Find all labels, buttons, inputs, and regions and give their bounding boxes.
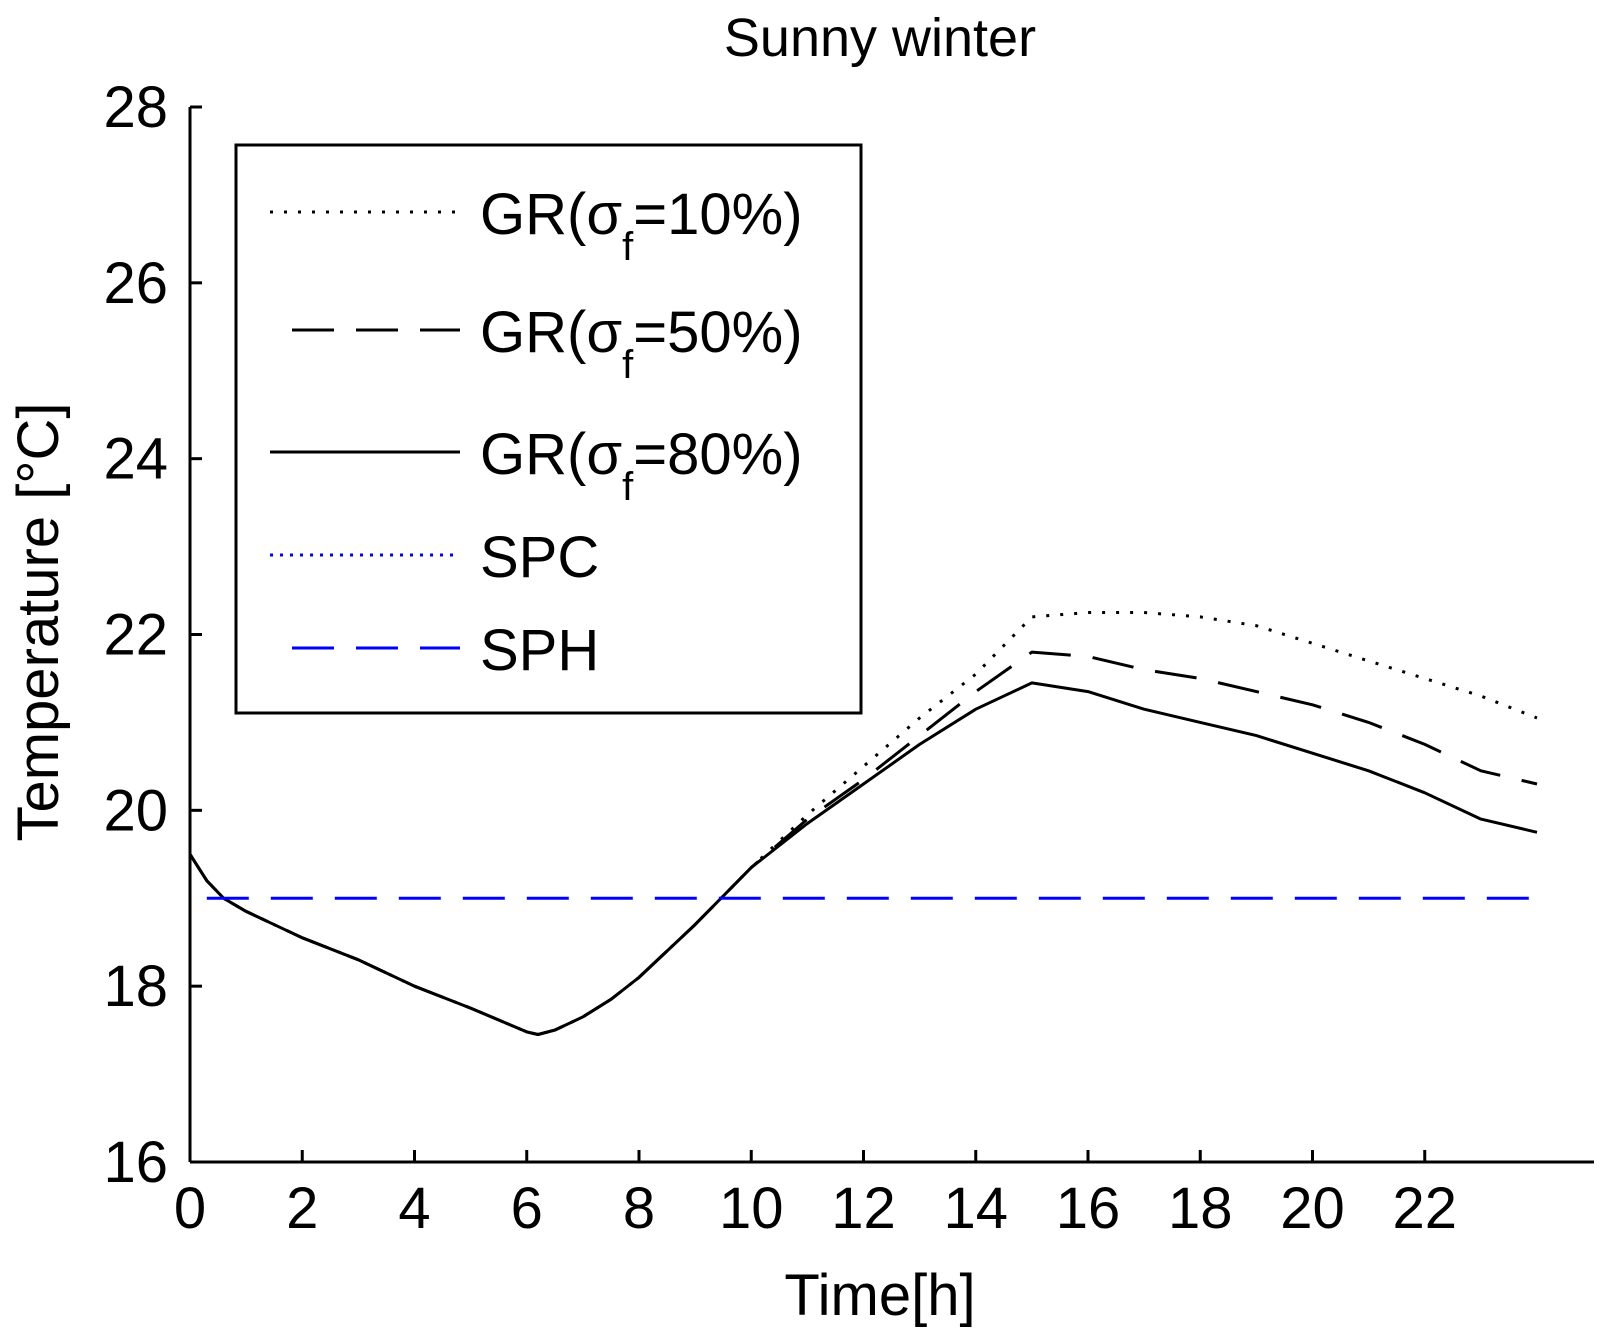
x-tick-label: 10: [719, 1176, 784, 1241]
legend-label-sub: f: [622, 465, 634, 509]
y-tick-label: 18: [103, 954, 168, 1019]
legend-label-main: SPC: [480, 525, 599, 590]
legend-label-main: GR(σ: [480, 182, 622, 247]
x-tick-label: 0: [174, 1176, 206, 1241]
legend-label-sub: f: [622, 225, 634, 269]
x-tick-label: 2: [286, 1176, 318, 1241]
legend-label-main: GR(σ: [480, 300, 622, 365]
y-tick-label: 22: [103, 603, 168, 668]
y-tick-label: 26: [103, 251, 168, 316]
legend-label: GR(σf=50%): [480, 300, 803, 387]
x-tick-label: 12: [831, 1176, 896, 1241]
x-tick-label: 18: [1168, 1176, 1233, 1241]
x-tick-label: 4: [398, 1176, 430, 1241]
legend-label-sub: f: [622, 343, 634, 387]
series-layer: [188, 611, 1538, 1036]
y-tick-label: 28: [103, 75, 168, 140]
legend-label: GR(σf=80%): [480, 422, 803, 509]
y-tick-label: 24: [103, 427, 168, 492]
y-tick-label: 16: [103, 1130, 168, 1195]
y-axis-title: Temperature [°C]: [6, 402, 71, 841]
legend-label: SPH: [480, 618, 599, 683]
legend-label-end: =80%): [633, 422, 802, 487]
series-line-gr-f-80-: [188, 681, 1538, 1036]
y-tick-label: 20: [103, 778, 168, 843]
chart-title: Sunny winter: [724, 8, 1036, 68]
legend-label: GR(σf=10%): [480, 182, 803, 269]
x-tick-label: 14: [943, 1176, 1008, 1241]
legend-label: SPC: [480, 525, 599, 590]
legend-label-end: =50%): [633, 300, 802, 365]
x-tick-label: 6: [511, 1176, 543, 1241]
legend-label-main: GR(σ: [480, 422, 622, 487]
x-tick-label: 16: [1056, 1176, 1121, 1241]
x-tick-label: 8: [623, 1176, 655, 1241]
x-tick-label: 22: [1392, 1176, 1457, 1241]
x-axis-title: Time[h]: [784, 1263, 975, 1328]
legend-label-end: =10%): [633, 182, 802, 247]
legend-box: [234, 143, 863, 715]
x-tick-label: 20: [1280, 1176, 1345, 1241]
legend-label-main: SPH: [480, 618, 599, 683]
